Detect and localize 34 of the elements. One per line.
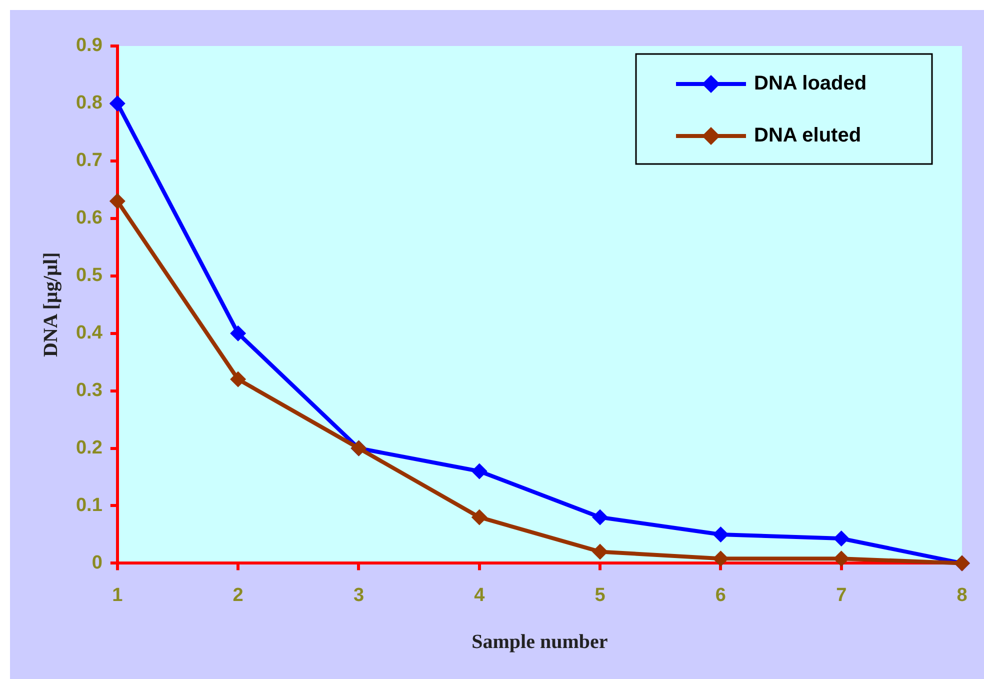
y-tick-label: 0.5 (76, 265, 103, 286)
y-tick-label: 0.8 (76, 92, 102, 114)
point (471, 509, 488, 526)
point (833, 530, 850, 546)
point (712, 526, 729, 542)
legend-label: DNA loaded (754, 72, 867, 95)
y-tick-label: 0.7 (76, 150, 102, 172)
point (471, 463, 488, 480)
x-tick-label: 4 (474, 584, 486, 606)
point (230, 325, 246, 342)
x-tick-label: 5 (594, 584, 606, 606)
point (230, 371, 246, 388)
y-tick-label: 0.3 (76, 380, 102, 402)
point (109, 95, 126, 112)
x-tick-label: 2 (232, 584, 244, 606)
point (833, 550, 850, 567)
y-tick-label: 0.1 (76, 494, 103, 516)
x-tick-label: 1 (112, 584, 124, 606)
x-tick-label: 3 (353, 584, 364, 606)
y-axis-title: DNA [µg/µl] (40, 252, 62, 357)
x-tick-label: 8 (956, 584, 968, 606)
x-axis-title: Sample number (472, 631, 608, 654)
point (712, 550, 729, 567)
point (109, 193, 126, 210)
x-tick-label: 6 (715, 584, 726, 606)
y-tick-label: 0.4 (76, 322, 103, 344)
y-tick-label: 0 (92, 552, 102, 574)
y-tick-label: 0.6 (76, 208, 102, 229)
y-tick-label: 0.2 (76, 438, 102, 458)
point (592, 509, 608, 526)
point (592, 544, 608, 560)
y-tick-label: 0.9 (76, 35, 102, 56)
x-tick-label: 7 (836, 584, 847, 606)
legend-label: DNA eluted (754, 124, 862, 147)
